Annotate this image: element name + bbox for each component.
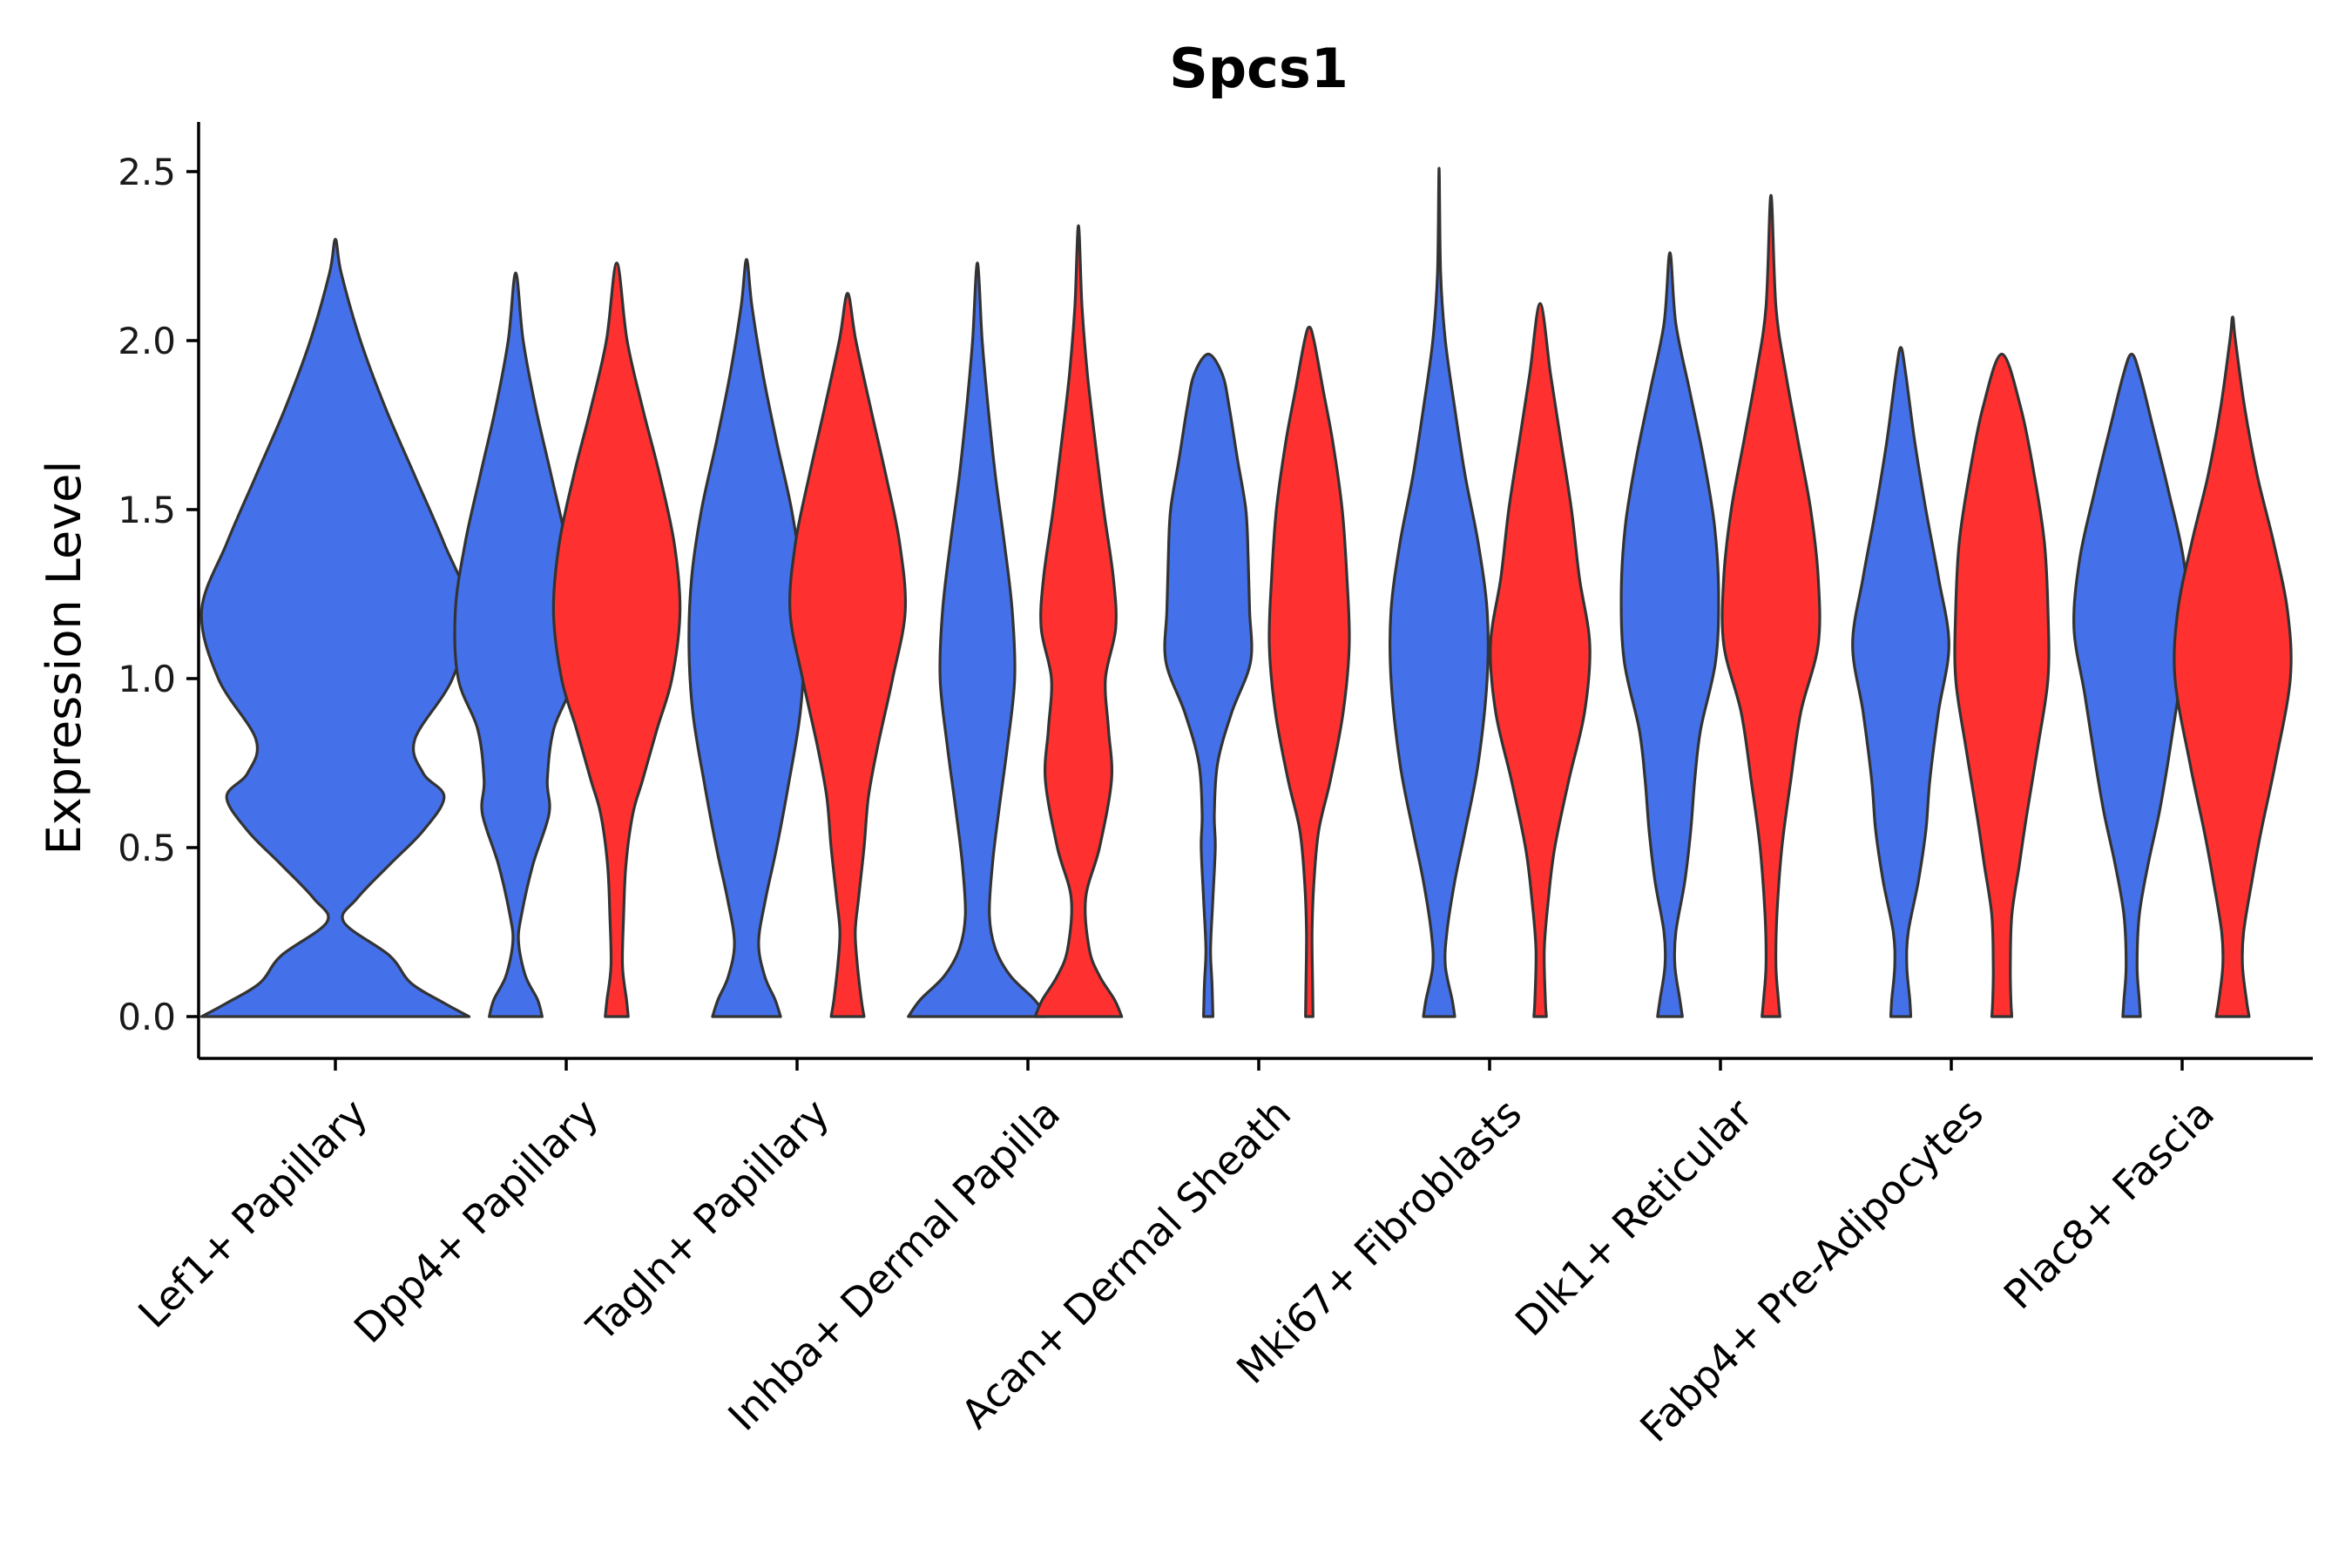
y-tick-label: 1.5 [118, 489, 176, 531]
y-tick-label: 1.0 [118, 658, 176, 700]
violin-blue [199, 238, 471, 1018]
violin-red [1033, 224, 1124, 1018]
violin-blue [907, 261, 1048, 1018]
violin-blue [1388, 166, 1490, 1018]
violin-blue [1851, 346, 1950, 1018]
violin-blue [1163, 352, 1254, 1018]
violin-blue [687, 258, 806, 1018]
violin-blue [453, 271, 578, 1018]
violin-red [788, 292, 908, 1018]
violin-blue [2072, 352, 2191, 1018]
violin-red [2173, 315, 2293, 1018]
violin-red [1953, 352, 2051, 1018]
violin-blue [1619, 251, 1720, 1018]
y-tick-label: 0.5 [118, 827, 176, 869]
y-axis-label: Expression Level [37, 461, 91, 855]
violin-red [1267, 325, 1351, 1018]
y-tick-label: 2.0 [118, 320, 176, 362]
violin-red [1489, 301, 1592, 1018]
violin-red [551, 261, 682, 1018]
violin-red [1720, 193, 1821, 1018]
y-tick-label: 0.0 [118, 996, 176, 1038]
y-tick-label: 2.5 [118, 151, 176, 193]
chart-title: Spcs1 [1169, 37, 1348, 100]
